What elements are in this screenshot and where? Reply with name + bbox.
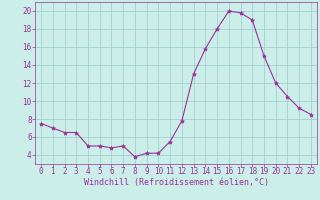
X-axis label: Windchill (Refroidissement éolien,°C): Windchill (Refroidissement éolien,°C) bbox=[84, 178, 268, 187]
